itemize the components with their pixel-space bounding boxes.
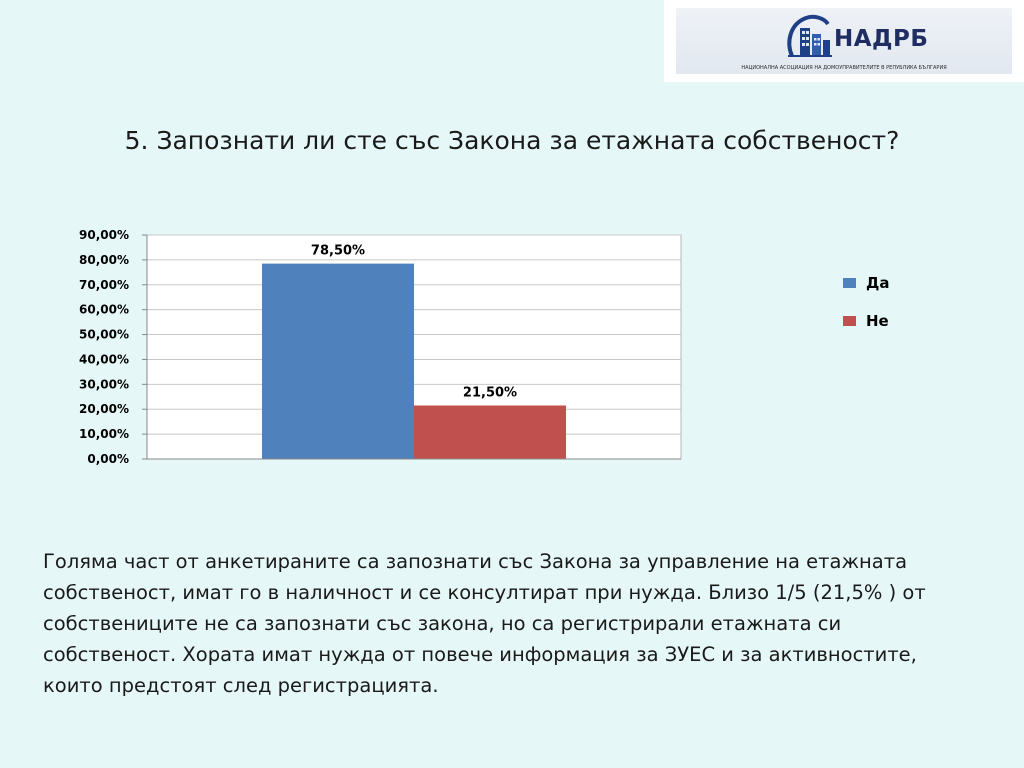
y-tick-label: 10,00%	[79, 427, 129, 441]
y-tick-label: 60,00%	[79, 303, 129, 317]
y-tick-label: 90,00%	[79, 228, 129, 242]
building-logo-icon	[787, 14, 832, 57]
legend-swatch	[843, 316, 856, 326]
legend-label: Не	[866, 312, 889, 330]
y-tick-label: 50,00%	[79, 328, 129, 342]
logo-panel: НАДРБ НАЦИОНАЛНА АСОЦИАЦИЯ НА ДОМОУПРАВИ…	[664, 0, 1024, 82]
logo-text: НАДРБ	[834, 26, 929, 52]
y-tick-label: 80,00%	[79, 253, 129, 267]
y-tick-label: 70,00%	[79, 278, 129, 292]
data-label: 78,50%	[311, 244, 365, 259]
y-tick-label: 40,00%	[79, 352, 129, 366]
y-tick-label: 20,00%	[79, 402, 129, 416]
bar-yes	[262, 263, 414, 459]
logo-subtitle: НАЦИОНАЛНА АСОЦИАЦИЯ НА ДОМОУПРАВИТЕЛИТЕ…	[741, 65, 947, 71]
y-tick-label: 0,00%	[87, 452, 129, 466]
legend-swatch	[843, 278, 856, 288]
bar-no	[414, 405, 566, 459]
legend-label: Да	[866, 274, 889, 292]
bar-chart: 0,00% 10,00% 20,00% 30,00% 40,00% 50,00% 60,00…	[79, 228, 889, 466]
slide-title: 5. Запознати ли сте със Закона за етажна…	[124, 126, 900, 155]
y-tick-label: 30,00%	[79, 377, 129, 391]
data-label: 21,50%	[463, 385, 517, 400]
logo-inner: НАДРБ НАЦИОНАЛНА АСОЦИАЦИЯ НА ДОМОУПРАВИ…	[676, 8, 1012, 74]
body-text: Голяма част от анкетираните са запознати…	[43, 550, 926, 697]
